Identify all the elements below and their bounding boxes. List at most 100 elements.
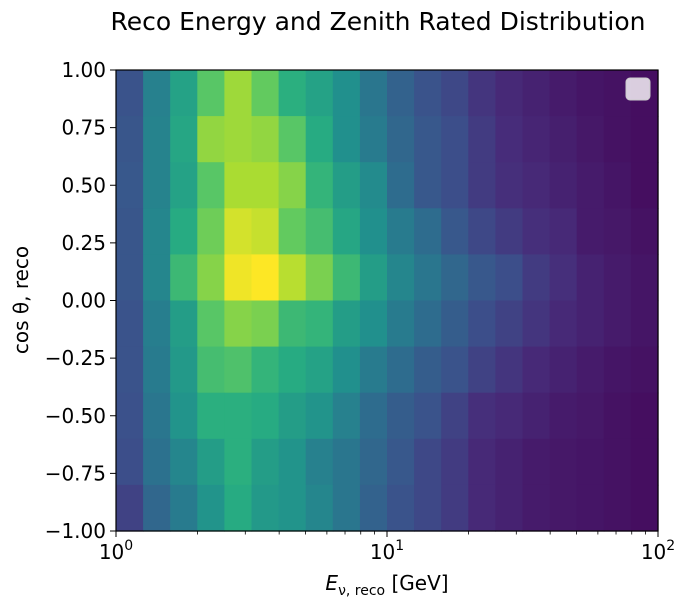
heatmap-cell [495, 392, 524, 440]
heatmap-cell [387, 300, 415, 348]
heatmap-cell [495, 346, 524, 394]
heatmap-cell [359, 300, 388, 348]
heatmap-cell [143, 116, 171, 163]
heatmap-cell [414, 300, 442, 348]
heatmap-cell [332, 300, 361, 348]
heatmap-cell [468, 346, 496, 394]
heatmap-cell [387, 208, 415, 255]
heatmap-cell [332, 162, 361, 209]
heatmap-cell [359, 208, 388, 255]
heatmap-cell [495, 162, 524, 209]
heatmap-cells [116, 70, 659, 532]
heatmap-cell [278, 116, 307, 163]
heatmap-cell [603, 116, 632, 163]
heatmap-cell [143, 70, 171, 117]
heatmap-cell [170, 208, 198, 255]
heatmap-cell [224, 70, 253, 117]
heatmap-cell [549, 484, 578, 532]
heatmap-cell [251, 438, 280, 486]
heatmap-cell [495, 254, 524, 302]
heatmap-cell [224, 392, 253, 440]
heatmap-cell [603, 346, 632, 394]
heatmap-cell [170, 438, 198, 486]
heatmap-cell [468, 116, 496, 163]
heatmap-cell [468, 300, 496, 348]
heatmap-cell [630, 300, 659, 348]
heatmap-cell [251, 70, 280, 117]
heatmap-cell [387, 70, 415, 117]
heatmap-cell [224, 162, 253, 209]
heatmap-cell [143, 254, 171, 302]
chart-title: Reco Energy and Zenith Rated Distributio… [111, 7, 646, 36]
heatmap-cell [359, 116, 388, 163]
heatmap-cell [549, 208, 578, 255]
heatmap-cell [332, 484, 361, 532]
heatmap-cell [495, 438, 524, 486]
y-tick-label: 0.25 [61, 231, 106, 255]
heatmap-cell [441, 300, 469, 348]
heatmap-cell [468, 484, 496, 532]
heatmap-cell [387, 438, 415, 486]
heatmap-cell [576, 346, 605, 394]
heatmap-cell [414, 484, 442, 532]
heatmap-cell [197, 116, 225, 163]
heatmap-cell [630, 346, 659, 394]
heatmap-cell [305, 116, 334, 163]
heatmap-cell [224, 254, 253, 302]
heatmap-cell [278, 484, 307, 532]
y-tick-label: −0.50 [45, 404, 106, 428]
heatmap-cell [143, 300, 171, 348]
heatmap-cell [359, 346, 388, 394]
legend-box [625, 77, 651, 101]
heatmap-cell [414, 392, 442, 440]
y-axis-label: cos θ, reco [9, 246, 33, 354]
heatmap-cell [170, 254, 198, 302]
heatmap-cell [197, 346, 225, 394]
heatmap-cell [441, 162, 469, 209]
heatmap-cell [278, 392, 307, 440]
heatmap-cell [359, 392, 388, 440]
heatmap-cell [495, 116, 524, 163]
heatmap-cell [414, 116, 442, 163]
heatmap-cell [197, 392, 225, 440]
heatmap-cell [576, 162, 605, 209]
heatmap-cell [630, 208, 659, 255]
y-tick-label: −1.00 [45, 519, 106, 543]
heatmap-cell [116, 300, 144, 348]
heatmap-cell [224, 438, 253, 486]
heatmap-cell [576, 300, 605, 348]
heatmap-cell [305, 346, 334, 394]
heatmap-cell [549, 116, 578, 163]
x-tick-label: 100 [99, 538, 133, 564]
heatmap-cell [549, 70, 578, 117]
heatmap-cell [170, 484, 198, 532]
heatmap-cell [549, 162, 578, 209]
heatmap-cell [495, 484, 524, 532]
heatmap-cell [251, 254, 280, 302]
y-tick-label: 0.75 [61, 116, 106, 140]
x-axis-label: Eν, reco [GeV] [325, 571, 448, 599]
heatmap-cell [522, 254, 551, 302]
x-axis-ticks: 100 101 102 [99, 531, 675, 564]
heatmap-cell [332, 116, 361, 163]
heatmap-cell [305, 208, 334, 255]
heatmap-cell [468, 208, 496, 255]
heatmap-cell [576, 254, 605, 302]
heatmap-cell [549, 254, 578, 302]
heatmap-cell [116, 70, 144, 117]
heatmap-cell [468, 162, 496, 209]
heatmap-cell [576, 208, 605, 255]
heatmap-cell [603, 484, 632, 532]
heatmap-cell [387, 484, 415, 532]
heatmap-cell [630, 254, 659, 302]
heatmap-cell [305, 392, 334, 440]
heatmap-cell [143, 438, 171, 486]
heatmap-cell [116, 208, 144, 255]
heatmap-cell [630, 484, 659, 532]
heatmap-cell [143, 162, 171, 209]
heatmap-cell [387, 346, 415, 394]
heatmap-cell [603, 300, 632, 348]
heatmap-cell [332, 438, 361, 486]
heatmap-cell [576, 438, 605, 486]
